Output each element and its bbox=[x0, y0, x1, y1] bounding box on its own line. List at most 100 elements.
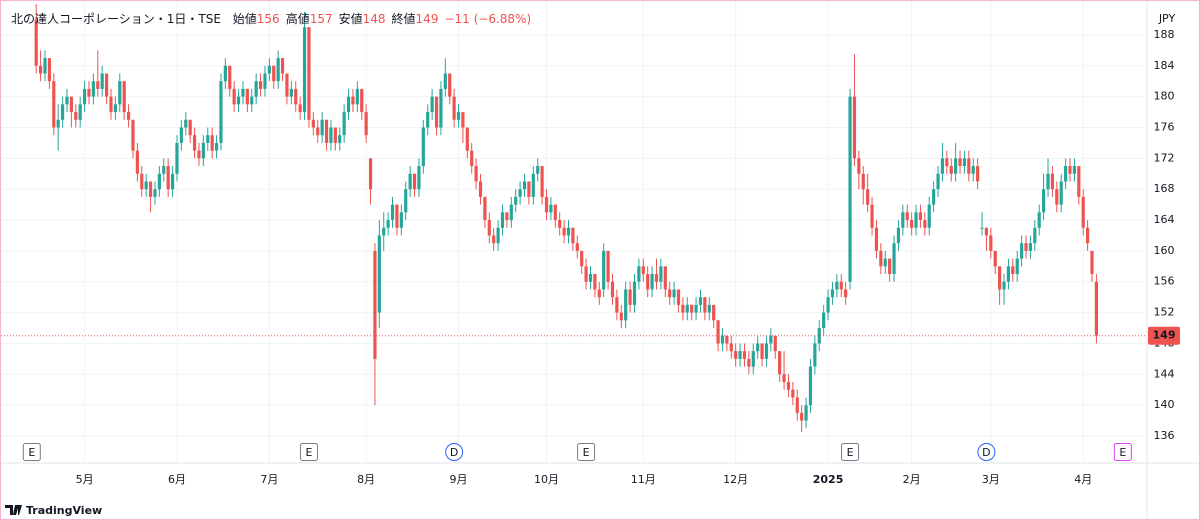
candle-body bbox=[522, 181, 527, 190]
candle-body bbox=[140, 173, 144, 190]
candle-body bbox=[1002, 281, 1006, 290]
candle-body bbox=[179, 127, 183, 143]
event-marker bbox=[577, 443, 596, 461]
candle-body bbox=[386, 220, 390, 228]
candle-body bbox=[487, 220, 491, 236]
candle-body bbox=[791, 389, 795, 398]
candle-body bbox=[729, 343, 733, 352]
brand-logo bbox=[5, 505, 22, 515]
candle-body bbox=[1033, 227, 1037, 244]
candle-body bbox=[654, 274, 659, 282]
candle-body bbox=[104, 73, 109, 97]
candle-body bbox=[456, 112, 461, 120]
candle-body bbox=[954, 158, 958, 174]
candle-body bbox=[439, 88, 443, 128]
candle-body bbox=[78, 104, 82, 120]
candle-body bbox=[74, 112, 78, 120]
candle-body bbox=[676, 289, 681, 305]
candle-body bbox=[346, 96, 351, 113]
candle-body bbox=[932, 189, 936, 205]
candle-body bbox=[1020, 243, 1024, 259]
y-tick-label: 180 bbox=[1154, 90, 1175, 103]
candle-body bbox=[830, 289, 835, 298]
candle-body bbox=[320, 119, 324, 136]
ohlc-value: 149 bbox=[415, 12, 439, 26]
candle-body bbox=[294, 88, 298, 105]
candle-body bbox=[1059, 181, 1063, 205]
candle-body bbox=[1094, 281, 1099, 336]
ohlc-label: 高値 bbox=[285, 12, 310, 26]
candle-body bbox=[764, 343, 769, 359]
candle-body bbox=[808, 366, 813, 406]
candle-body bbox=[434, 96, 439, 128]
candle-body bbox=[936, 173, 940, 190]
candle-body bbox=[421, 127, 425, 167]
candle-body bbox=[91, 81, 95, 97]
candle-body bbox=[910, 220, 914, 228]
candle-body bbox=[316, 127, 320, 136]
candle-body bbox=[373, 250, 377, 359]
candle-body bbox=[228, 65, 232, 89]
candle-body bbox=[263, 73, 267, 89]
change-label: −11 (−6.88%) bbox=[444, 12, 532, 26]
candle-body bbox=[153, 189, 157, 197]
candle-body bbox=[276, 58, 280, 82]
candle-body bbox=[364, 112, 368, 136]
event-label: E bbox=[583, 446, 590, 459]
candle-body bbox=[258, 81, 263, 89]
candle-body bbox=[144, 181, 148, 190]
candle-body bbox=[69, 96, 73, 113]
event-marker bbox=[22, 443, 41, 461]
candle-body bbox=[1086, 227, 1090, 244]
candle-body bbox=[756, 343, 760, 352]
candle-body bbox=[852, 96, 857, 159]
candle-body bbox=[672, 289, 676, 298]
candle-body bbox=[632, 281, 637, 305]
candle-body bbox=[967, 158, 971, 174]
candle-body bbox=[610, 281, 615, 298]
candle-body bbox=[927, 204, 931, 228]
candle-body bbox=[782, 374, 786, 383]
candle-body bbox=[1072, 166, 1077, 174]
candle-body bbox=[34, 19, 38, 66]
candle-body bbox=[166, 166, 170, 190]
x-tick-label: 9月 bbox=[450, 473, 468, 486]
candle-body bbox=[448, 73, 452, 97]
x-tick-label: 4月 bbox=[1074, 473, 1092, 486]
candle-body bbox=[426, 112, 430, 128]
event-marker bbox=[445, 443, 464, 461]
candle-body bbox=[663, 266, 667, 290]
candle-body bbox=[646, 274, 650, 290]
candle-body bbox=[412, 173, 417, 190]
candle-body bbox=[641, 266, 645, 275]
candle-body bbox=[170, 173, 175, 190]
x-tick-label: 8月 bbox=[357, 473, 375, 486]
candle-body bbox=[580, 250, 584, 267]
y-tick-label: 176 bbox=[1154, 120, 1175, 133]
event-label: E bbox=[305, 446, 312, 459]
candle-body bbox=[474, 166, 478, 182]
ohlc-value: 157 bbox=[309, 12, 333, 26]
candle-body bbox=[505, 212, 509, 221]
candle-body bbox=[38, 65, 43, 74]
candle-body bbox=[1046, 173, 1050, 190]
candle-body bbox=[716, 320, 720, 344]
candle-body bbox=[382, 227, 386, 236]
candle-body bbox=[131, 119, 135, 151]
candle-body bbox=[302, 27, 307, 113]
candle-body bbox=[311, 119, 315, 128]
candle-body bbox=[1011, 266, 1015, 275]
candle-body bbox=[285, 73, 289, 97]
candle-body bbox=[527, 181, 531, 197]
candle-body bbox=[272, 65, 276, 82]
candle-body bbox=[571, 227, 575, 244]
candle-body bbox=[232, 88, 236, 105]
candle-body bbox=[637, 266, 641, 282]
y-tick-label: 164 bbox=[1154, 213, 1175, 226]
candle-body bbox=[844, 289, 848, 298]
candle-body bbox=[245, 88, 249, 105]
candle-body bbox=[835, 281, 839, 290]
header: 北の達人コーポレーション・1日・TSE 始値156 高値157 安値148 終値149… bbox=[11, 10, 537, 27]
candle-body bbox=[584, 266, 588, 282]
